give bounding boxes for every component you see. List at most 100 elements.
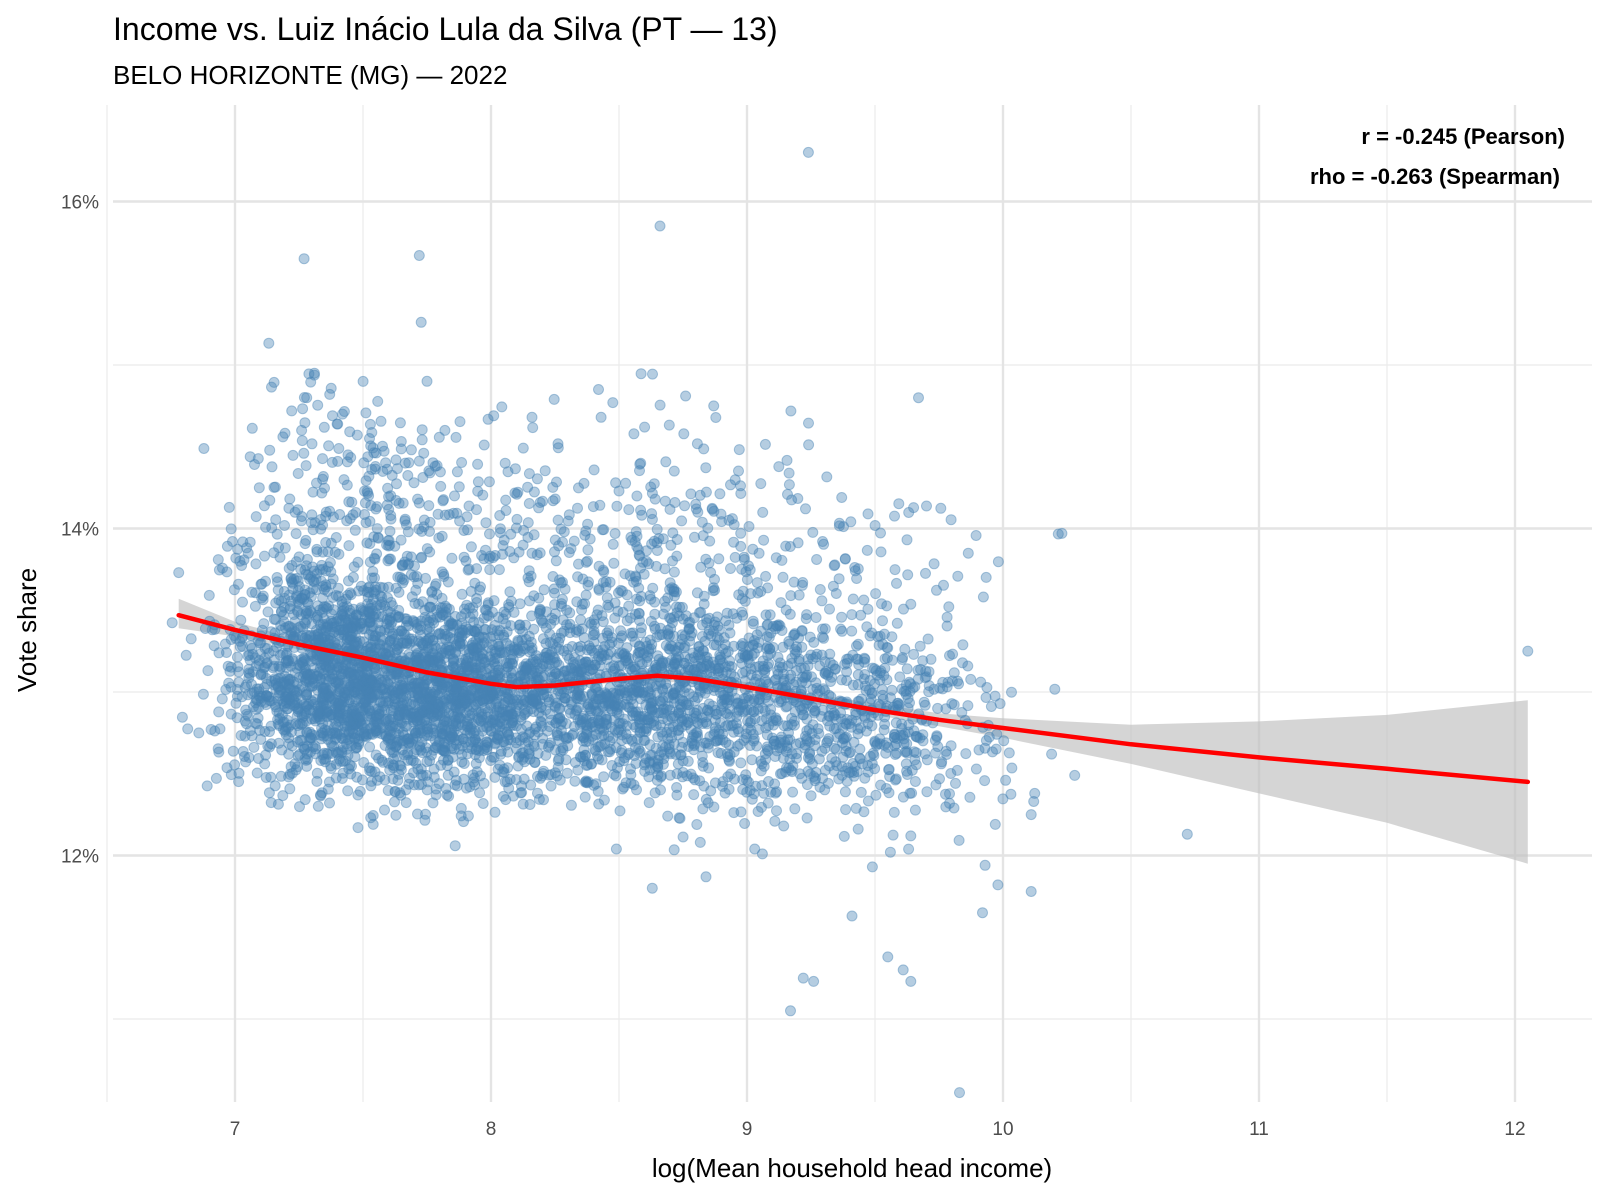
data-point — [735, 806, 747, 818]
data-point — [255, 578, 267, 590]
data-point — [251, 767, 263, 779]
data-point — [671, 550, 683, 562]
data-point — [293, 702, 305, 714]
data-point — [328, 693, 339, 705]
data-point — [221, 566, 233, 578]
data-point — [425, 708, 437, 720]
data-point — [671, 534, 683, 545]
data-point — [712, 747, 724, 759]
data-point — [287, 577, 299, 589]
data-point — [372, 395, 384, 407]
data-point — [324, 557, 336, 568]
data-point — [369, 572, 380, 584]
data-point — [331, 616, 343, 628]
data-point — [743, 521, 755, 532]
data-point — [364, 418, 376, 430]
data-point — [279, 592, 291, 604]
data-point — [385, 596, 397, 608]
data-point — [371, 727, 383, 739]
data-point — [246, 642, 258, 654]
data-point — [671, 607, 683, 619]
data-point — [315, 656, 327, 667]
data-point — [442, 576, 454, 588]
data-point — [597, 564, 609, 576]
data-point — [504, 546, 516, 557]
data-point — [311, 775, 323, 787]
data-point — [620, 777, 632, 789]
data-point — [828, 560, 840, 572]
data-point — [582, 518, 594, 530]
data-point — [306, 713, 317, 725]
data-point — [273, 660, 285, 672]
data-point — [484, 564, 496, 576]
data-point — [342, 631, 354, 643]
data-point — [601, 654, 613, 665]
data-point — [258, 618, 270, 630]
data-point — [634, 716, 645, 728]
data-point — [660, 678, 672, 690]
data-point — [347, 716, 359, 728]
data-point — [289, 506, 301, 518]
data-point — [465, 721, 477, 733]
data-point — [484, 528, 495, 540]
data-point — [355, 685, 367, 697]
data-point — [328, 627, 340, 639]
data-point — [320, 579, 332, 591]
data-point — [338, 726, 350, 738]
data-point — [356, 623, 368, 635]
data-point — [714, 654, 726, 666]
data-point — [269, 674, 281, 686]
data-point — [772, 668, 784, 680]
data-point — [555, 523, 567, 535]
data-point — [646, 749, 658, 761]
data-point — [462, 810, 474, 822]
data-point — [291, 605, 303, 616]
data-point — [317, 453, 328, 465]
data-point — [246, 422, 258, 434]
data-point — [617, 606, 629, 618]
data-point — [641, 652, 653, 663]
data-point — [347, 704, 359, 716]
data-point — [852, 823, 864, 835]
data-point — [816, 595, 828, 607]
data-point — [711, 611, 723, 623]
data-point — [330, 676, 342, 688]
data-point — [365, 500, 377, 511]
data-point — [244, 536, 256, 548]
data-point — [363, 587, 375, 598]
data-point — [180, 649, 192, 661]
data-point — [527, 422, 539, 434]
data-point — [380, 648, 391, 660]
data-point — [478, 439, 490, 451]
data-point — [351, 678, 363, 690]
data-point — [698, 443, 710, 455]
data-point — [290, 556, 302, 568]
data-point — [429, 742, 441, 753]
data-point — [597, 616, 609, 628]
data-point — [652, 761, 664, 773]
data-point — [269, 780, 281, 792]
data-point — [696, 516, 708, 528]
data-point — [368, 719, 380, 731]
data-point — [228, 584, 240, 596]
data-point — [315, 755, 327, 766]
data-point — [197, 688, 209, 700]
data-point — [462, 524, 474, 536]
data-point — [806, 758, 818, 770]
data-point — [733, 465, 744, 477]
data-point — [679, 500, 691, 512]
data-point — [814, 584, 826, 595]
data-point — [236, 560, 248, 571]
data-point — [411, 571, 423, 582]
data-point — [239, 751, 250, 762]
data-point — [260, 672, 272, 684]
data-point — [318, 658, 330, 670]
data-point — [550, 555, 562, 567]
data-point — [415, 552, 427, 564]
data-point — [409, 711, 421, 723]
data-point — [317, 695, 329, 707]
data-point — [346, 708, 358, 720]
data-point — [480, 544, 491, 556]
data-point — [304, 732, 316, 744]
confidence-band — [178, 598, 1528, 864]
